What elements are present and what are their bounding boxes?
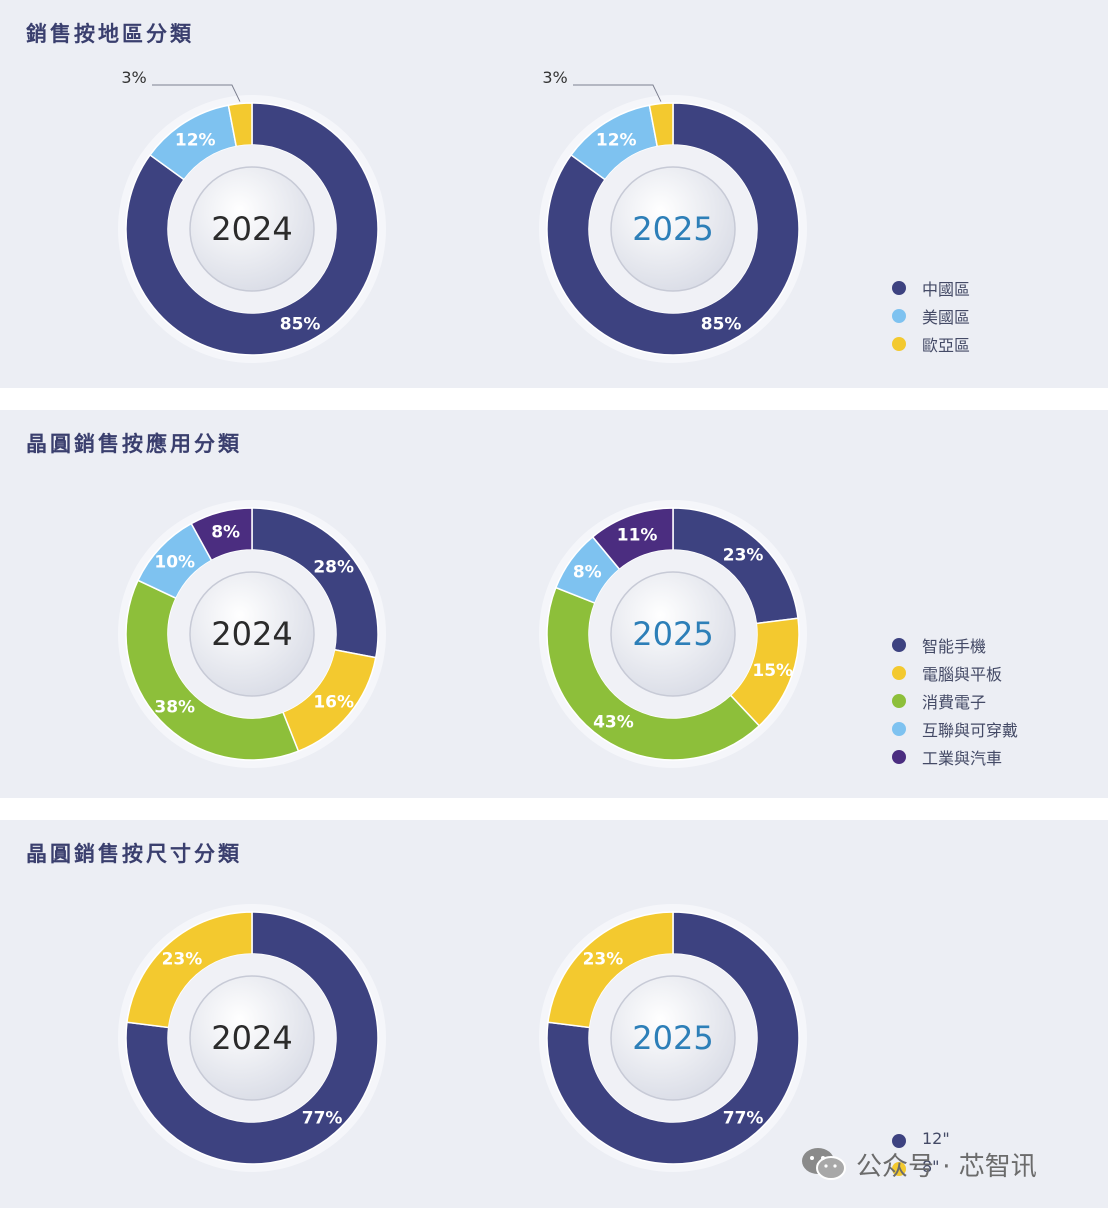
center-year-label: 2024	[211, 1019, 292, 1057]
panel-size: 晶圓銷售按尺寸分類 77% 23% 2024 77% 23% 2025 12" 8"	[0, 820, 1108, 1208]
legend-swatch	[892, 281, 906, 295]
slice-value-label: 8%	[211, 522, 240, 542]
center-hub	[189, 571, 315, 697]
legend-swatch	[892, 1162, 906, 1176]
callout-line	[573, 84, 662, 102]
watermark-text: 公众号 · 芯智讯	[856, 1152, 1037, 1182]
legend-label: 消費電子	[922, 693, 987, 712]
slice-value-label: 43%	[593, 713, 634, 733]
legend-label: 美國區	[922, 308, 971, 327]
legend-label: 12"	[922, 1129, 950, 1148]
chart-title-application: 晶圓銷售按應用分類	[26, 432, 242, 456]
legend-swatch	[892, 1134, 906, 1148]
legend-swatch	[892, 337, 906, 351]
donut-region-2025: 85% 12% 3% 2025	[539, 68, 807, 363]
center-hub	[610, 571, 736, 697]
slice-value-label: 77%	[302, 1109, 343, 1129]
donut-region-2024: 85% 12% 3% 2024	[118, 68, 386, 363]
center-year-label: 2024	[211, 615, 292, 653]
slice-value-label: 10%	[154, 552, 195, 572]
center-year-label: 2025	[632, 1019, 713, 1057]
slice-value-label: 38%	[154, 698, 195, 718]
slice---2024	[125, 579, 300, 761]
slice-value-label: 85%	[280, 314, 321, 334]
center-year-label: 2024	[211, 210, 292, 248]
legend-swatch	[892, 694, 906, 708]
slice-value-label: 15%	[752, 661, 793, 681]
center-year-label: 2025	[632, 615, 713, 653]
panel-region: 銷售按地區分類 85% 12% 3% 2024 85% 12% 3% 2025 中國區美國區…	[0, 0, 1108, 388]
legend-label: 電腦與平板	[922, 665, 1003, 684]
slice-value-label: 23%	[723, 545, 764, 565]
legend-swatch	[892, 638, 906, 652]
donut-size-2024: 77% 23% 2024	[118, 904, 386, 1172]
legend-label: 8"	[922, 1157, 940, 1176]
legend-label: 互聯與可穿戴	[922, 721, 1019, 740]
center-hub	[610, 166, 736, 292]
slice-12--2025	[546, 911, 800, 1165]
slice-value-label: 12%	[175, 131, 216, 151]
slice-value-label: 85%	[701, 314, 742, 334]
panel-application: 晶圓銷售按應用分類 28% 16% 38% 10% 8% 2024 23% 15% 43% 8%…	[0, 410, 1108, 798]
slice-value-label: 11%	[617, 525, 658, 545]
slice-value-label: 28%	[313, 557, 354, 577]
chart-title-size: 晶圓銷售按尺寸分類	[26, 842, 242, 866]
legend-swatch	[892, 722, 906, 736]
center-year-label: 2025	[632, 210, 713, 248]
wechat-icon	[802, 1148, 846, 1180]
callout-value-label: 3%	[121, 68, 146, 87]
chart-title-region: 銷售按地區分類	[26, 22, 194, 46]
center-hub	[189, 975, 315, 1101]
donut-application-2025: 23% 15% 43% 8% 11% 2025	[539, 500, 807, 768]
legend-label: 工業與汽車	[922, 749, 1003, 768]
legend-swatch	[892, 666, 906, 680]
legend-label: 智能手機	[922, 637, 987, 656]
slice-value-label: 23%	[583, 949, 624, 969]
slice-value-label: 23%	[162, 949, 203, 969]
donut-size-2025: 77% 23% 2025	[539, 904, 807, 1172]
slice-value-label: 16%	[313, 693, 354, 713]
legend-label: 中國區	[922, 280, 971, 299]
slice-12--2024	[125, 911, 379, 1165]
center-hub	[610, 975, 736, 1101]
slice-value-label: 12%	[596, 131, 637, 151]
callout-line	[152, 84, 241, 102]
legend-swatch	[892, 309, 906, 323]
center-hub	[189, 166, 315, 292]
legend-swatch	[892, 750, 906, 764]
slice-value-label: 77%	[723, 1109, 764, 1129]
callout-value-label: 3%	[542, 68, 567, 87]
slice-value-label: 8%	[573, 563, 602, 583]
legend-label: 歐亞區	[922, 336, 971, 355]
donut-application-2024: 28% 16% 38% 10% 8% 2024	[118, 500, 386, 768]
